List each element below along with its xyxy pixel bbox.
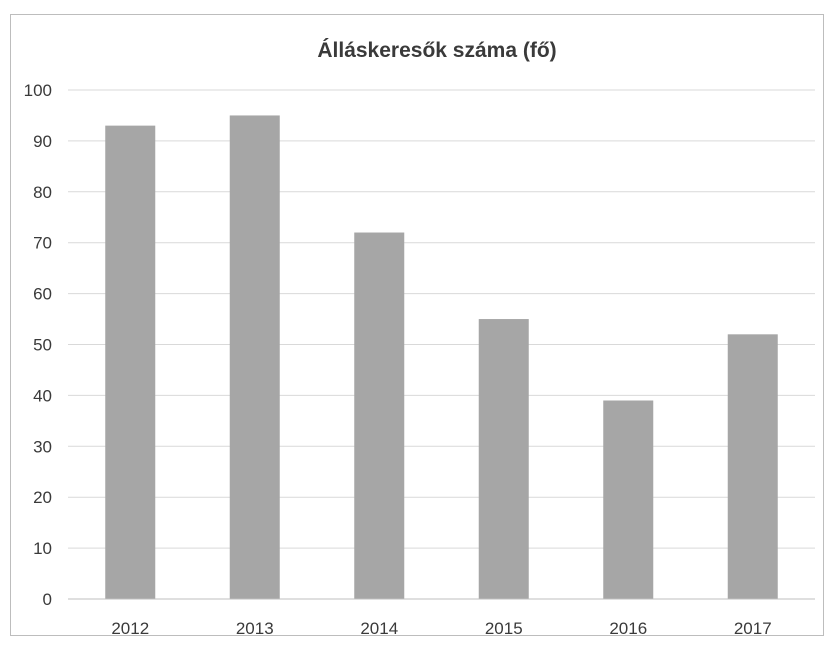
y-tick-label: 60: [33, 285, 52, 304]
x-tick-label: 2016: [609, 619, 647, 638]
y-tick-label: 50: [33, 336, 52, 355]
bar-2012: [105, 125, 156, 599]
chart-title: Álláskeresők száma (fő): [317, 39, 556, 62]
x-tick-label: 2015: [485, 619, 523, 638]
y-tick-label: 30: [33, 437, 52, 456]
y-tick-label: 90: [33, 132, 52, 151]
bar-2014: [354, 232, 405, 599]
x-tick-label: 2017: [734, 619, 772, 638]
y-tick-label: 10: [33, 539, 52, 558]
y-tick-label: 80: [33, 183, 52, 202]
x-axis-tick-labels: 2012 2013 2014 2015 2016 2017: [111, 619, 771, 638]
bar-2013: [229, 115, 280, 599]
bars: [105, 115, 778, 599]
y-tick-label: 70: [33, 234, 52, 253]
gridlines: [68, 89, 815, 549]
y-axis-tick-labels: 0 10 20 30 40 50 60 70 80 90 100: [24, 81, 52, 609]
x-tick-label: 2013: [236, 619, 274, 638]
y-tick-label: 20: [33, 488, 52, 507]
y-tick-label: 40: [33, 386, 52, 405]
bar-2015: [478, 319, 529, 599]
bar-2017: [727, 334, 778, 599]
x-tick-label: 2012: [111, 619, 149, 638]
bar-2016: [603, 400, 654, 599]
y-tick-label: 100: [24, 81, 52, 100]
x-tick-label: 2014: [360, 619, 398, 638]
chart-frame: [10, 14, 824, 636]
y-tick-label: 0: [43, 590, 52, 609]
